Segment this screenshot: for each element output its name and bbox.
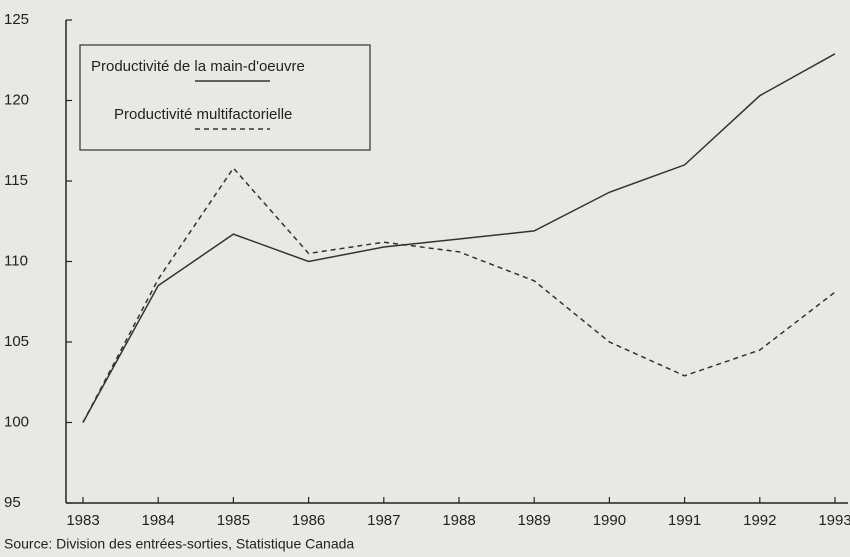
series-line [82, 53, 836, 423]
legend-box [79, 44, 371, 151]
legend-label: Productivité multifactorielle [114, 106, 292, 123]
y-tick-label: 105 [4, 333, 29, 350]
y-tick-label: 125 [4, 11, 29, 28]
legend-label: Productivité de la main-d'oeuvre [91, 58, 305, 75]
x-tick-label: 1983 [66, 512, 99, 529]
y-tick-label: 110 [4, 252, 28, 269]
source-note: Source: Division des entrées-sorties, St… [4, 536, 354, 552]
x-tick-label: 1984 [142, 512, 175, 529]
x-tick-label: 1986 [292, 512, 325, 529]
x-tick-label: 1988 [442, 512, 475, 529]
y-tick-label: 115 [4, 172, 28, 189]
x-tick-label: 1990 [593, 512, 626, 529]
x-tick-label: 1985 [217, 512, 250, 529]
y-tick-label: 95 [4, 494, 21, 511]
x-tick-label: 1987 [367, 512, 400, 529]
x-tick-label: 1991 [668, 512, 701, 529]
x-tick-label: 1989 [518, 512, 551, 529]
series-line [82, 166, 836, 423]
x-tick-label: 1993 [818, 512, 850, 529]
x-tick-label: 1992 [743, 512, 776, 529]
y-tick-label: 100 [4, 413, 29, 430]
y-tick-label: 120 [4, 91, 29, 108]
